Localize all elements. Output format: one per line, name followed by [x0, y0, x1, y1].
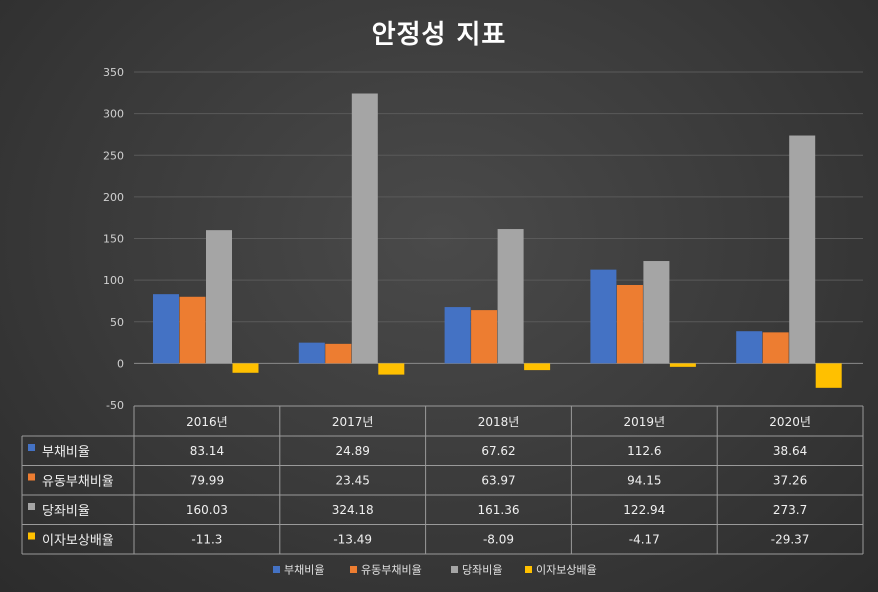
data-label: 94.15 [627, 473, 661, 487]
data-label: 122.94 [623, 503, 665, 517]
category-label: 2019년 [624, 415, 666, 429]
bar [736, 331, 763, 364]
bar [524, 363, 551, 371]
legend-label: 유동부채비율 [361, 564, 422, 577]
category-label: 2018년 [478, 415, 520, 429]
legend-key [350, 566, 357, 573]
row-series-label: 당좌비율 [42, 504, 90, 519]
data-label: 24.89 [336, 444, 370, 458]
row-legend-key [28, 444, 35, 451]
data-label: -4.17 [629, 532, 660, 546]
y-tick-label: 250 [103, 149, 124, 162]
row-series-label: 부채비율 [42, 445, 90, 460]
data-label: 23.45 [336, 473, 370, 487]
row-legend-key [28, 503, 35, 510]
bar [153, 294, 179, 364]
bar [669, 363, 696, 367]
chart-title: 안정성 지표 [371, 20, 507, 50]
data-label: 273.7 [773, 503, 807, 517]
bar [378, 363, 405, 375]
row-legend-key [28, 532, 35, 540]
y-tick-label: 200 [103, 191, 124, 204]
bar [325, 343, 352, 364]
bar [206, 230, 232, 364]
y-axis-ticks: -50 0 50 100 150 200 250 300 350 [103, 66, 124, 412]
bar [351, 93, 378, 364]
row-series-label: 유동부채비율 [42, 474, 114, 489]
category-label: 2020년 [769, 415, 811, 429]
y-tick-label: 0 [117, 357, 124, 370]
legend-label: 이자보상배율 [536, 564, 597, 577]
bar [616, 284, 643, 364]
legend: 부채비율 유동부채비율 당좌비율 이자보상배율 [273, 564, 597, 577]
data-label: -29.37 [771, 532, 810, 546]
data-label: 83.14 [190, 444, 224, 458]
bar [789, 135, 816, 364]
bar [444, 307, 471, 364]
bar [815, 363, 842, 388]
legend-label: 부채비율 [284, 564, 324, 577]
data-label: -13.49 [333, 532, 372, 546]
bars [153, 93, 842, 388]
bar [762, 332, 789, 364]
data-label: 63.97 [481, 473, 515, 487]
data-label: 324.18 [332, 503, 374, 517]
category-label: 2017년 [332, 415, 374, 429]
y-tick-label: 100 [103, 274, 124, 287]
row-legend-key [28, 473, 35, 481]
y-tick-label: 150 [103, 233, 124, 246]
bar [590, 269, 617, 364]
legend-key [525, 566, 532, 573]
data-label: 79.99 [190, 473, 224, 487]
data-label: 67.62 [481, 444, 515, 458]
legend-key [451, 566, 458, 573]
bar [298, 342, 325, 364]
data-label: 38.64 [773, 444, 807, 458]
y-tick-label: 350 [103, 66, 124, 79]
legend-key [273, 566, 280, 573]
bar [497, 229, 524, 364]
bar [179, 296, 206, 364]
data-label: -8.09 [483, 532, 514, 546]
y-tick-label: 300 [103, 108, 124, 121]
data-label: 112.6 [627, 444, 661, 458]
legend-label: 당좌비율 [462, 564, 502, 577]
data-label: 160.03 [186, 503, 228, 517]
data-label: 161.36 [478, 503, 520, 517]
bar [643, 261, 670, 364]
y-tick-label: -50 [106, 399, 124, 412]
y-tick-label: 50 [110, 316, 124, 329]
data-label: 37.26 [773, 473, 807, 487]
data-label: -11.3 [191, 532, 222, 546]
row-series-label: 이자보상배율 [42, 533, 114, 548]
bar [471, 310, 498, 364]
category-label: 2016년 [186, 415, 228, 429]
bar [232, 363, 259, 373]
